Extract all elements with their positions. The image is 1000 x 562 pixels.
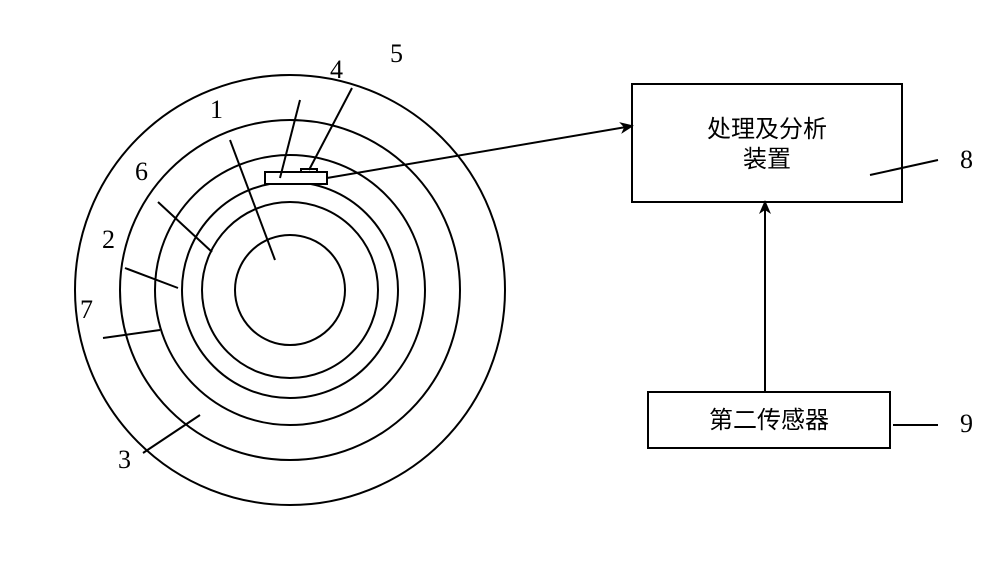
second-sensor-box: 第二传感器 9 [648, 392, 973, 448]
circle-ring [182, 182, 398, 398]
circle-ring [235, 235, 345, 345]
leader-line [158, 202, 212, 252]
label-8: 8 [960, 145, 973, 174]
processing-box-line2: 装置 [743, 146, 791, 173]
diagram-canvas: 5 4 1 6 2 7 3 处理及分析 装置 8 第二传感器 9 [0, 0, 1000, 562]
second-sensor-label: 第二传感器 [709, 407, 829, 434]
label-4: 4 [330, 55, 343, 84]
leader-line [103, 330, 160, 338]
processing-box-line1: 处理及分析 [707, 116, 827, 143]
leader-line [280, 100, 300, 178]
label-5: 5 [390, 39, 403, 68]
circle-ring [155, 155, 425, 425]
sensor-base [265, 172, 327, 184]
label-2: 2 [102, 225, 115, 254]
processing-analysis-box: 处理及分析 装置 8 [632, 84, 973, 202]
label-3: 3 [118, 445, 131, 474]
label-7: 7 [80, 295, 93, 324]
label-9: 9 [960, 409, 973, 438]
circle-ring [202, 202, 378, 378]
leader-line [143, 415, 200, 453]
label-1: 1 [210, 95, 223, 124]
leader-line [230, 140, 275, 260]
top-sensor-assembly [265, 169, 327, 184]
arrow-circle-to-processing [327, 126, 632, 178]
label-6: 6 [135, 157, 148, 186]
leader-line [125, 268, 178, 288]
